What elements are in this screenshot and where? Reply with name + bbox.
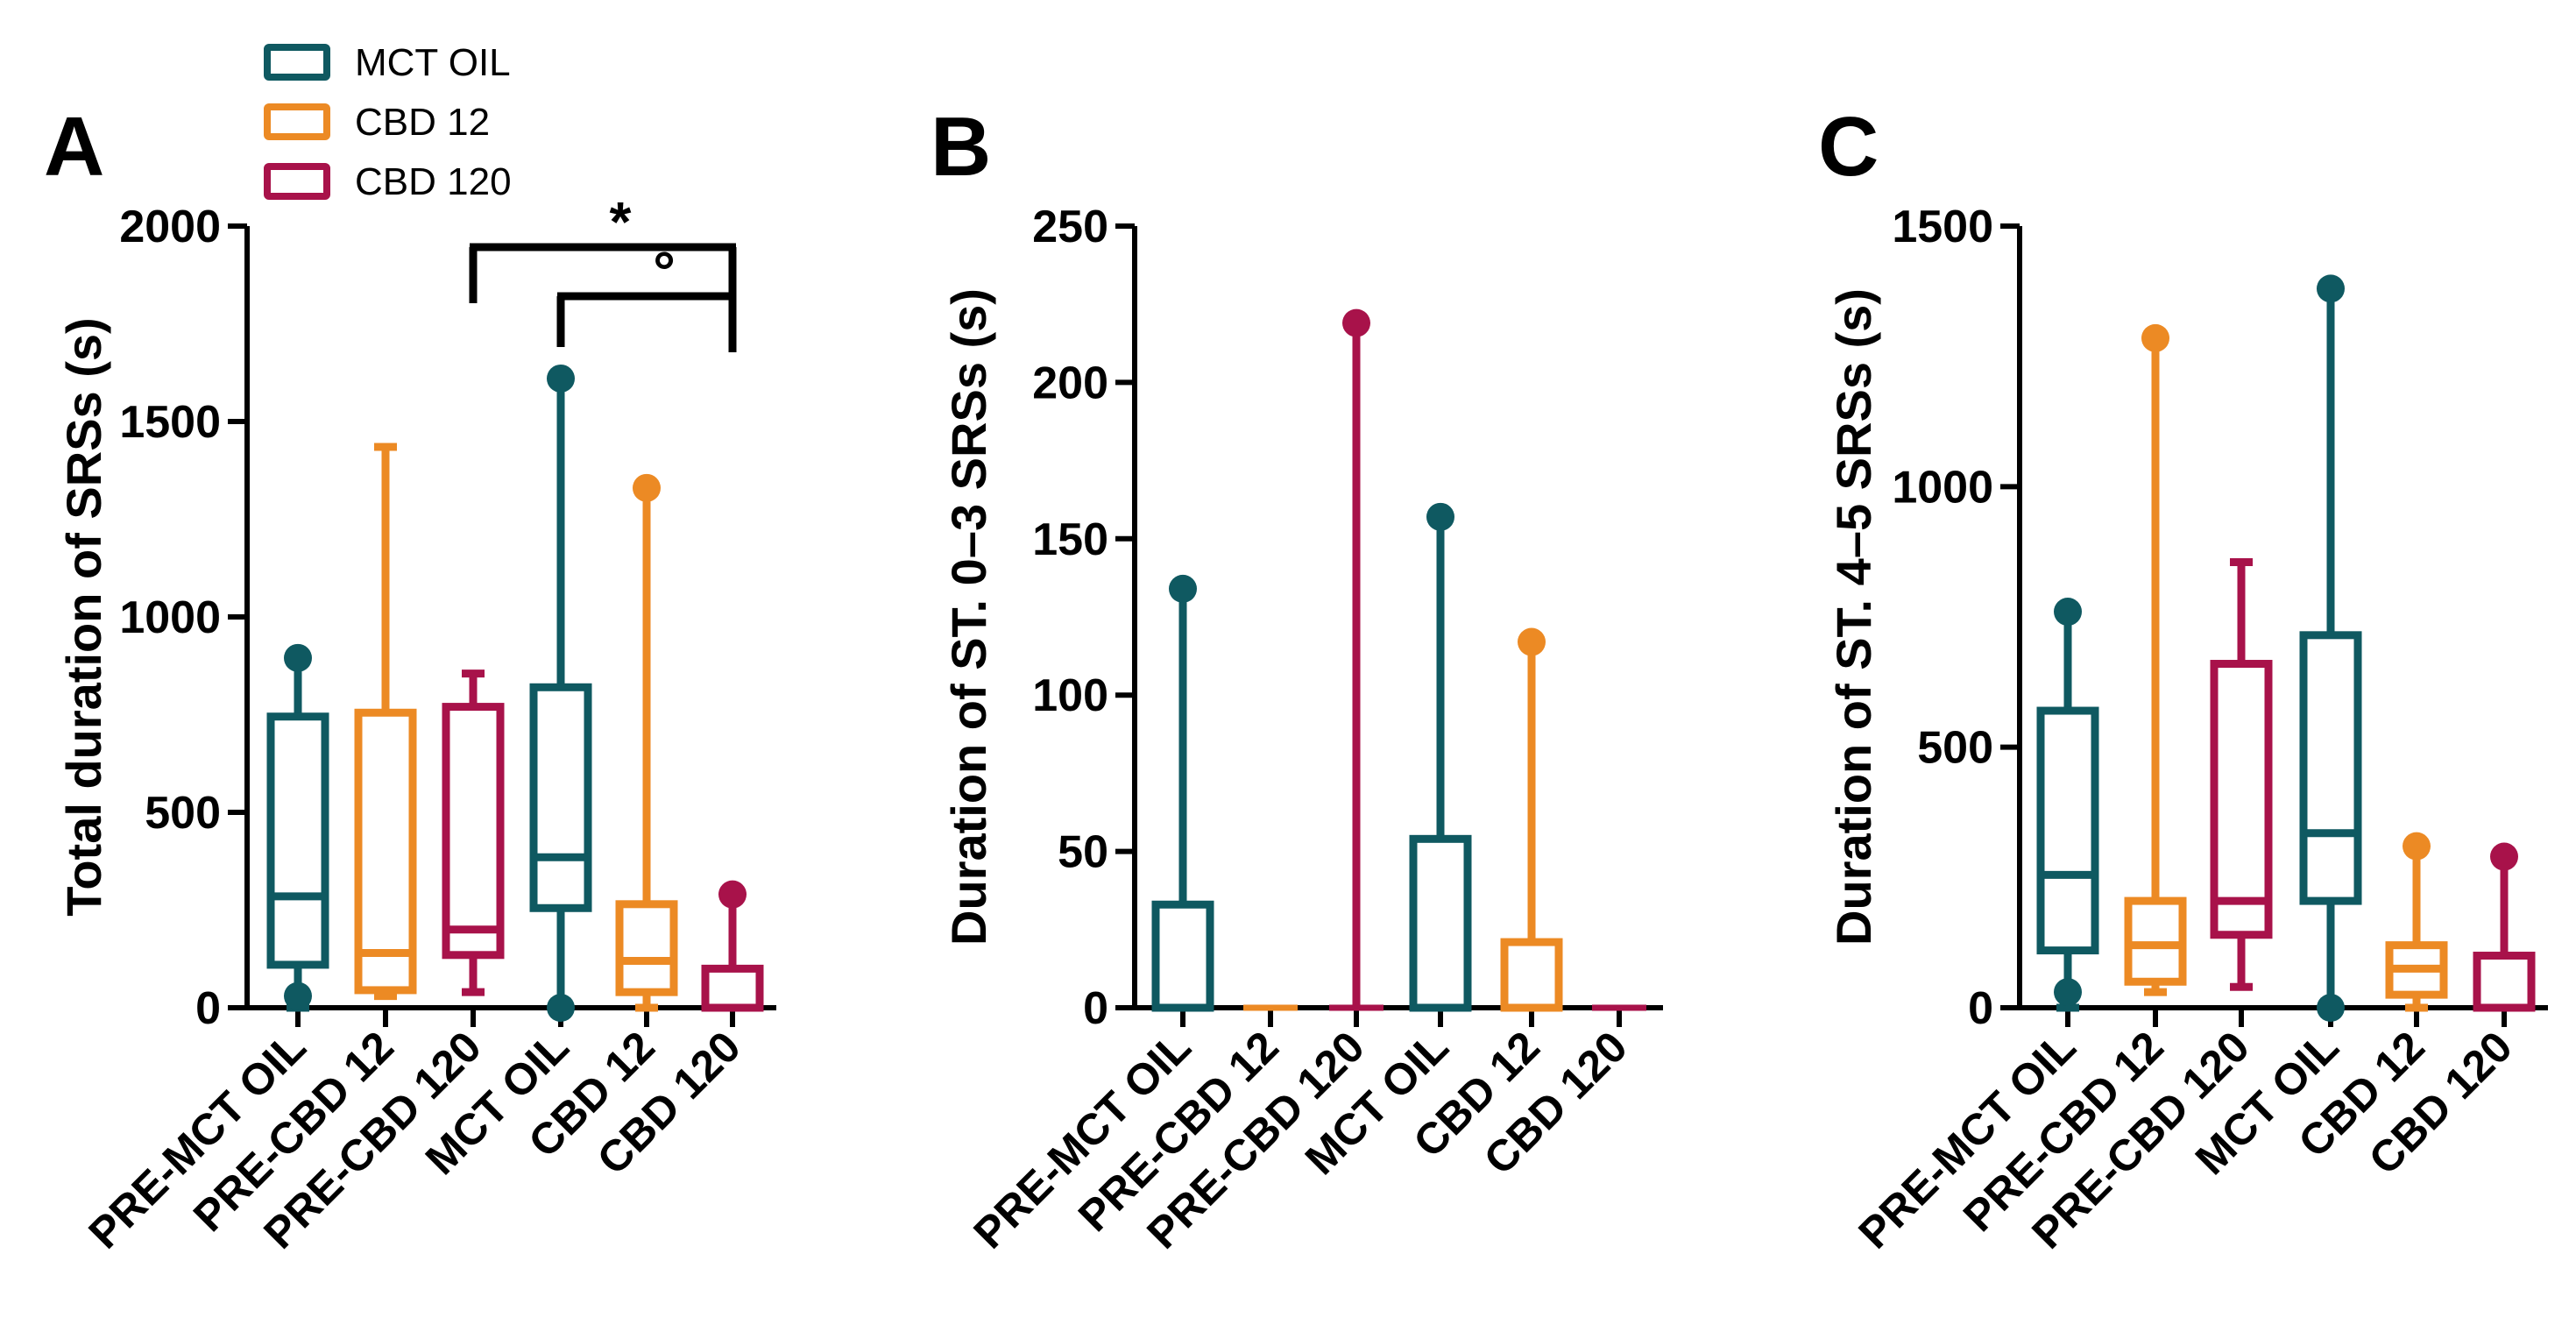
outlier-point xyxy=(547,364,575,393)
box-cbd-12 xyxy=(1500,627,1563,1012)
significance-label: ° xyxy=(653,240,676,303)
outlier-point xyxy=(1342,308,1370,337)
outlier-point xyxy=(2054,978,2082,1007)
box-pre-cbd-120 xyxy=(442,670,505,996)
panel-a: 0 500 1000 1500 2000 Total duration of SRSs (… xyxy=(56,190,776,1258)
box-iqr xyxy=(266,712,329,969)
box-mct-oil xyxy=(2299,274,2362,1022)
box-pre-mct-oil xyxy=(266,643,329,1012)
box-iqr xyxy=(701,964,764,1012)
box-pre-cbd-12 xyxy=(2124,323,2187,996)
outlier-point xyxy=(2141,323,2169,352)
panel-letter-b: B xyxy=(931,100,991,194)
legend-label-cbd-12: CBD 12 xyxy=(355,101,490,144)
box-cbd-120 xyxy=(701,880,764,1012)
y-axis-title: Total duration of SRSs (s) xyxy=(56,317,111,916)
outlier-point xyxy=(547,994,575,1022)
y-tick-label: 1500 xyxy=(1892,202,1993,252)
legend-item-cbd-12: CBD 12 xyxy=(264,101,490,144)
box-iqr xyxy=(1151,900,1214,1012)
box-pre-cbd-120 xyxy=(1329,308,1384,1011)
y-tick-label: 100 xyxy=(1032,670,1108,721)
box-cbd-12 xyxy=(2385,832,2448,1012)
box-iqr xyxy=(354,708,417,995)
y-tick-label: 50 xyxy=(1058,827,1108,878)
legend-item-mct-oil: MCT OIL xyxy=(264,41,511,84)
box-iqr xyxy=(2299,631,2362,905)
box-pre-mct-oil xyxy=(1151,574,1214,1012)
box-mct-oil xyxy=(1409,502,1472,1012)
y-axis-title: Duration of ST. 0–3 SRSs (s) xyxy=(941,288,996,946)
outlier-point xyxy=(1426,502,1454,531)
panel-b: 0 50 100 150 200 250 Duration of ST. 0–3 SRSs … xyxy=(941,202,1663,1258)
box-iqr xyxy=(2036,706,2099,955)
y-tick-label: 250 xyxy=(1032,202,1108,252)
box-pre-cbd-120 xyxy=(2210,558,2273,991)
box-iqr xyxy=(529,683,592,912)
y-tick-label: 0 xyxy=(1968,983,1993,1034)
box-cbd-120 xyxy=(2473,842,2536,1012)
outlier-point xyxy=(633,473,661,502)
significance-bracket: * xyxy=(469,190,737,352)
outlier-point xyxy=(284,981,312,1010)
y-tick-label: 500 xyxy=(1917,723,1993,774)
y-tick-label: 0 xyxy=(1083,983,1108,1034)
box-pre-mct-oil xyxy=(2036,598,2099,1012)
y-tick-label: 150 xyxy=(1032,514,1108,565)
significance-bracket: ° xyxy=(556,240,737,352)
y-tick-label: 0 xyxy=(195,983,221,1034)
outlier-point xyxy=(718,880,747,909)
outlier-point xyxy=(1518,627,1546,656)
y-tick-label: 1500 xyxy=(119,397,221,448)
outlier-point xyxy=(2403,832,2431,861)
y-tick-label: 1000 xyxy=(119,592,221,643)
box-iqr xyxy=(2473,952,2536,1012)
y-tick-label: 200 xyxy=(1032,358,1108,408)
panel-letter-c: C xyxy=(1818,100,1879,194)
box-iqr xyxy=(1409,834,1472,1012)
box-iqr xyxy=(2210,660,2273,939)
outlier-point xyxy=(2317,274,2345,303)
box-mct-oil xyxy=(529,364,592,1022)
significance-label: * xyxy=(610,190,632,253)
legend-item-cbd-120: CBD 120 xyxy=(264,160,512,203)
box-iqr xyxy=(615,900,678,996)
y-tick-label: 500 xyxy=(145,788,221,839)
legend-swatch-cbd-12 xyxy=(264,103,330,140)
outlier-point xyxy=(1169,574,1197,603)
legend-swatch-cbd-120 xyxy=(264,163,330,200)
box-cbd-12 xyxy=(615,473,678,1012)
y-tick-label: 2000 xyxy=(119,202,221,252)
outlier-point xyxy=(2490,842,2518,871)
legend-label-mct-oil: MCT OIL xyxy=(355,41,511,84)
legend-label-cbd-120: CBD 120 xyxy=(355,160,512,203)
y-tick-label: 1000 xyxy=(1892,462,1993,513)
legend: MCT OIL CBD 12 CBD 120 xyxy=(264,41,512,203)
legend-swatch-mct-oil xyxy=(264,44,330,81)
outlier-point xyxy=(2317,994,2345,1022)
outlier-point xyxy=(284,643,312,672)
y-axis-title: Duration of ST. 4–5 SRSs (s) xyxy=(1826,288,1881,946)
box-iqr xyxy=(1500,938,1563,1012)
outlier-point xyxy=(2054,598,2082,627)
panel-letter-a: A xyxy=(44,100,104,194)
box-pre-cbd-12 xyxy=(354,443,417,1001)
box-iqr xyxy=(442,703,505,960)
